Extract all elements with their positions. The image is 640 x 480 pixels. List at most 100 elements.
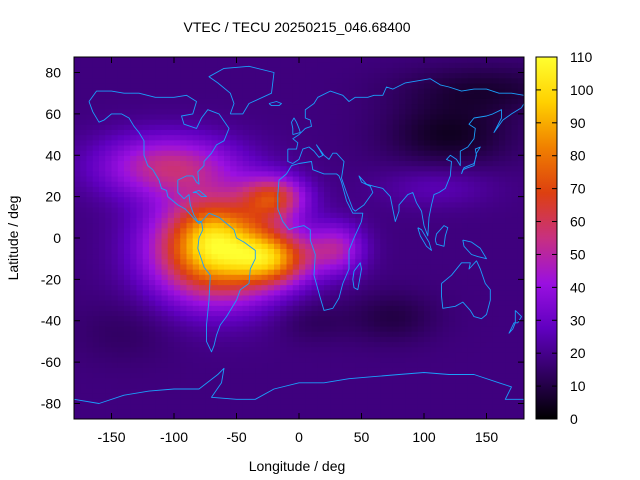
heatmap-cell [199,170,206,177]
heatmap-cell [392,403,400,410]
heatmap-cell [149,93,156,99]
heatmap-cell [80,377,88,384]
heatmap-cell [292,274,300,280]
heatmap-cell [236,119,244,125]
heatmap-cell [292,382,300,389]
heatmap-cell [474,57,481,63]
heatmap-cell [186,387,194,394]
heatmap-cell [174,253,181,260]
heatmap-cell [111,113,119,120]
heatmap-cell [380,367,388,374]
heatmap-cell [199,377,206,384]
heatmap-cell [486,310,494,317]
heatmap-cell [424,279,431,286]
heatmap-cell [180,362,188,368]
heatmap-cell [174,67,181,74]
heatmap-cell [505,98,513,105]
heatmap-cell [205,103,213,110]
heatmap-cell [105,305,113,311]
heatmap-cell [317,206,325,213]
heatmap-cell [480,181,488,187]
heatmap-cell [499,403,506,410]
heatmap-cell [174,160,181,167]
heatmap-cell [130,98,138,105]
heatmap-cell [74,253,81,260]
heatmap-cell [505,139,513,146]
heatmap-cell [224,72,231,79]
heatmap-cell [242,341,250,348]
heatmap-cell [511,408,519,415]
heatmap-cell [305,150,313,156]
heatmap-cell [461,341,469,348]
heatmap-cell [499,258,506,265]
heatmap-cell [467,181,475,187]
heatmap-cell [311,413,319,419]
heatmap-cell [92,124,100,130]
heatmap-cell [267,134,275,141]
heatmap-cell [424,346,431,353]
heatmap-cell [349,362,356,368]
heatmap-cell [186,217,194,224]
heatmap-cell [192,93,200,99]
heatmap-cell [274,165,281,172]
heatmap-cell [280,315,288,322]
heatmap-cell [155,315,163,322]
heatmap-cell [505,170,513,177]
heatmap-cell [161,175,169,182]
heatmap-cell [242,279,250,286]
heatmap-cell [511,170,519,177]
heatmap-cell [305,367,313,374]
heatmap-cell [236,181,244,187]
heatmap-cell [86,206,94,213]
heatmap-cell [492,403,500,410]
heatmap-cell [205,129,213,136]
heatmap-cell [111,279,119,286]
heatmap-cell [411,294,419,301]
heatmap-cell [230,113,238,120]
heatmap-cell [411,289,419,296]
heatmap-cell [492,248,500,255]
heatmap-cell [417,315,425,322]
heatmap-cell [111,305,119,311]
heatmap-cell [392,129,400,136]
heatmap-cell [274,362,281,368]
heatmap-cell [92,144,100,151]
heatmap-cell [324,93,331,99]
heatmap-cell [111,413,119,419]
heatmap-cell [142,279,150,286]
heatmap-cell [117,372,125,379]
heatmap-cell [124,206,131,213]
heatmap-cell [324,139,331,146]
heatmap-cell [292,367,300,374]
heatmap-cell [424,160,431,167]
heatmap-cell [449,129,456,136]
heatmap-cell [80,341,88,348]
heatmap-cell [111,382,119,389]
heatmap-cell [280,393,288,399]
heatmap-cell [274,129,281,136]
heatmap-cell [349,77,356,84]
heatmap-cell [130,82,138,89]
heatmap-cell [486,72,494,79]
heatmap-cell [130,175,138,182]
heatmap-cell [342,119,350,125]
heatmap-cell [161,139,169,146]
heatmap-cell [461,315,469,322]
heatmap-cell [236,336,244,343]
heatmap-cell [436,351,444,358]
heatmap-cell [74,331,81,337]
heatmap-cell [499,274,506,280]
heatmap-cell [374,294,381,301]
heatmap-cell [255,387,263,394]
heatmap-cell [311,331,319,337]
heatmap-cell [242,408,250,415]
heatmap-cell [311,403,319,410]
heatmap-cell [355,325,363,332]
heatmap-cell [411,150,419,156]
heatmap-cell [311,393,319,399]
heatmap-cell [117,88,125,94]
heatmap-cell [386,377,394,384]
heatmap-cell [449,310,456,317]
heatmap-cell [267,191,275,198]
heatmap-cell [474,346,481,353]
